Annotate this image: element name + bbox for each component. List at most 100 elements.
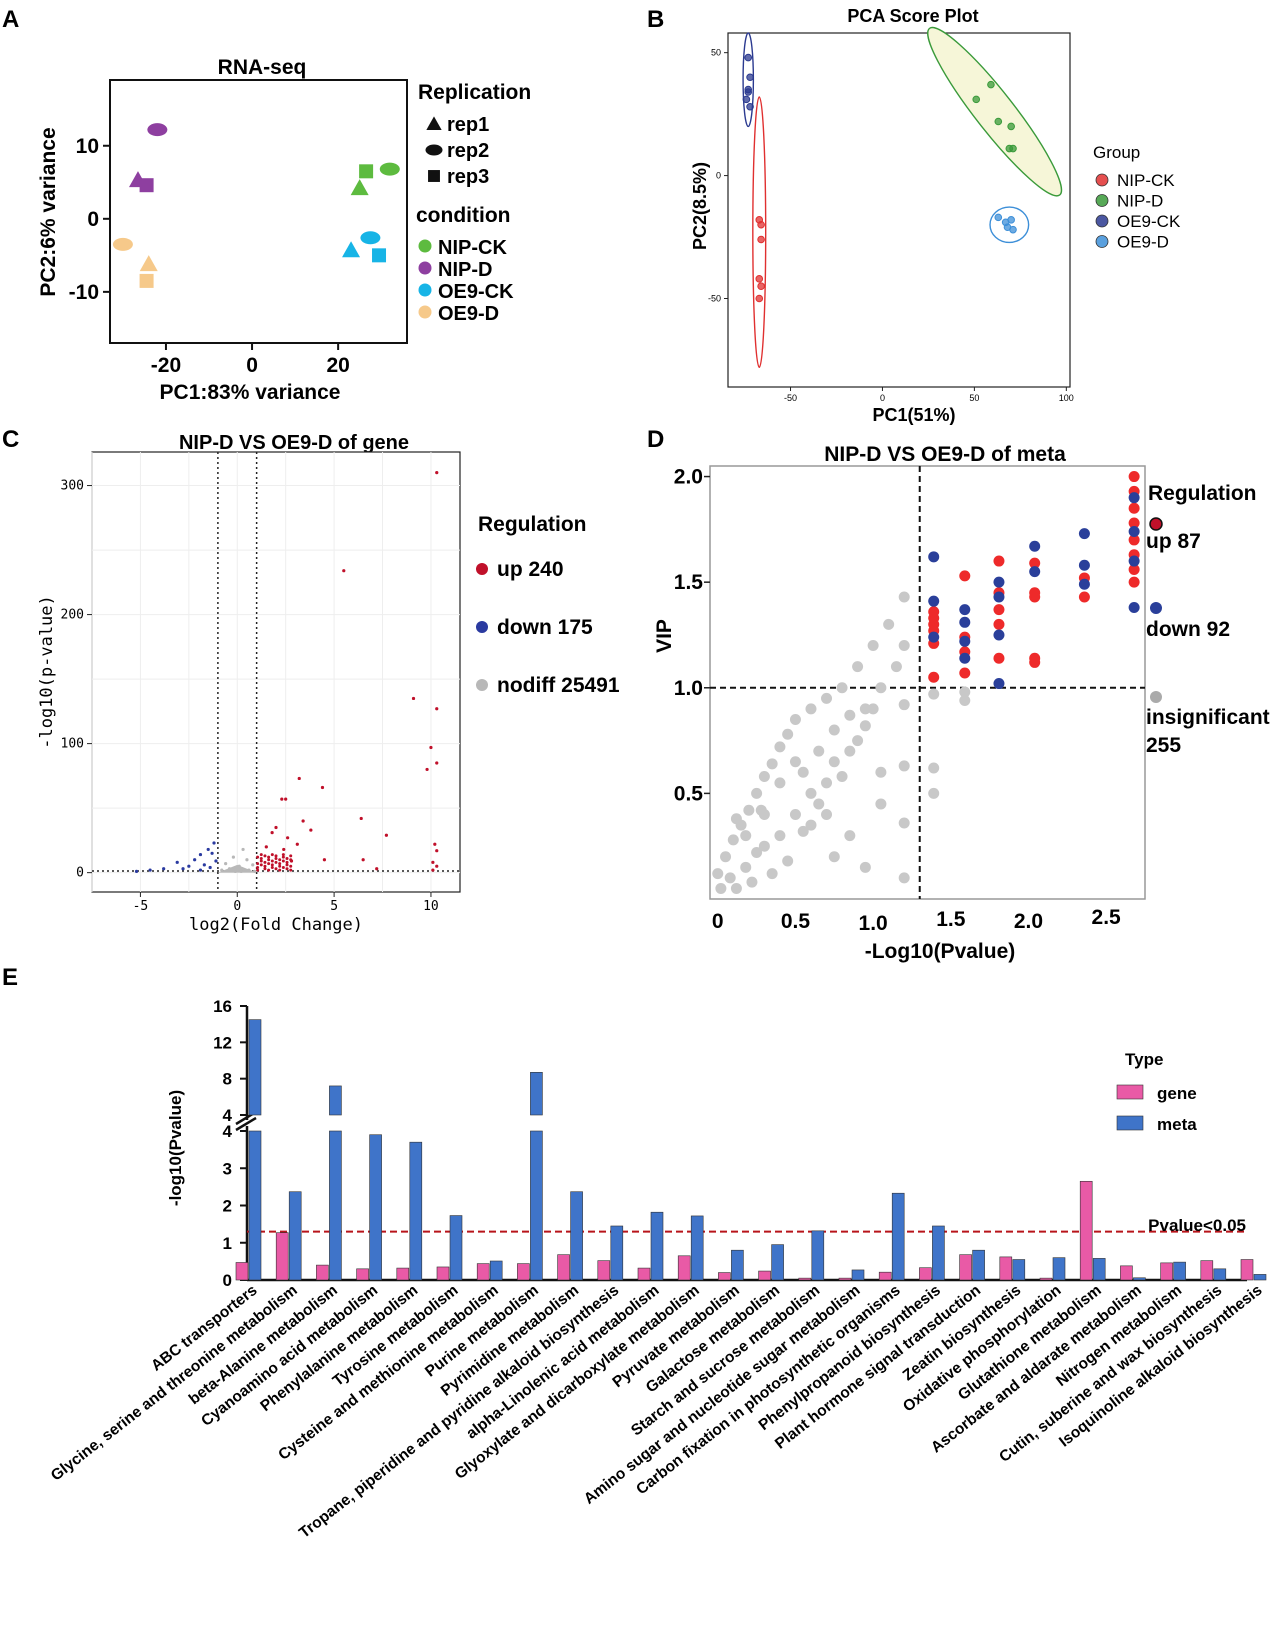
c-point-down (202, 863, 206, 867)
c-point-up (267, 855, 271, 859)
d-point-up (1128, 471, 1140, 483)
panel-d: NIP-D VS OE9-D of meta 0 0.5 1.0 1.5 2.0 2.50… (653, 443, 1270, 963)
e-bar-meta (610, 1225, 624, 1281)
d-point-insignificant (743, 804, 755, 816)
c-point-down (208, 865, 212, 870)
d-point-insignificant (821, 809, 833, 821)
b-xtick-label: -50 (784, 393, 797, 403)
c-point-down (181, 867, 185, 871)
c-point-nodiff (247, 868, 251, 872)
e-ytick-label: 16 (213, 997, 232, 1016)
c-point-nodiff (224, 862, 228, 866)
e-bar-gene (718, 1272, 731, 1281)
a-point-nip_ck-triangle (350, 179, 369, 196)
d-xtick-label: 2.0 (1014, 910, 1043, 933)
d-point-insignificant (755, 804, 767, 816)
b-point-pca_navy (746, 73, 754, 82)
e-bar-gene (396, 1267, 410, 1281)
d-point-insignificant (836, 770, 848, 782)
d-point-insignificant (789, 809, 801, 821)
c-point-down (148, 868, 152, 872)
c-point-up (256, 865, 260, 869)
a-legend-rep3-label: rep3 (447, 166, 489, 188)
panel-letter-b: B (647, 6, 664, 33)
b-plot-frame (727, 32, 1071, 388)
b-point-pca_red (757, 282, 765, 291)
d-point-insignificant (751, 847, 763, 859)
d-point-insignificant (852, 735, 864, 747)
d-plot-frame (709, 465, 1146, 900)
b-point-pca_green (987, 80, 995, 89)
c-point-down (210, 851, 214, 855)
c-point-up (435, 707, 439, 711)
c-legend: Regulation up 240 down 175 nodiff 25491 (476, 513, 620, 697)
e-legend-gene-icon (1116, 1084, 1144, 1100)
a-xtick-label: -20 (151, 354, 181, 377)
b-legend-pca_light-label: OE9-D (1117, 233, 1169, 252)
c-point-up (297, 776, 301, 781)
b-point-pca_red (757, 220, 765, 229)
d-xtick-label: 1.0 (859, 912, 888, 935)
a-legend-title-replication: Replication (418, 81, 531, 104)
e-bar-meta (1173, 1261, 1186, 1281)
e-bar-meta (851, 1269, 865, 1281)
a-point-nip_ck-square (359, 164, 374, 179)
e-ytick-label: 8 (223, 1070, 232, 1089)
d-point-insignificant (740, 861, 752, 873)
a-legend-oe9_ck-icon (418, 283, 432, 297)
d-point-insignificant (821, 777, 833, 789)
c-points (134, 471, 439, 873)
c-point-up (259, 859, 263, 863)
e-legend-meta-icon (1116, 1115, 1144, 1131)
b-ytick-label: -50 (708, 294, 721, 304)
e-bar-meta (489, 1260, 503, 1281)
d-point-insignificant (712, 868, 724, 880)
c-legend-down-icon (476, 621, 488, 633)
c-point-up (359, 816, 363, 821)
e-bar-meta (288, 1191, 302, 1281)
b-ellipse-pca_navy (742, 32, 755, 128)
d-point-down (1029, 566, 1041, 578)
e-bar-meta (1092, 1258, 1106, 1281)
d-legend-down-icon (1150, 602, 1162, 614)
b-legend-pca_green-label: NIP-D (1117, 192, 1163, 211)
e-legend: Type gene meta (1116, 1050, 1197, 1134)
d-point-insignificant (766, 868, 778, 880)
d-point-up (1128, 563, 1140, 575)
c-point-up (289, 858, 293, 862)
c-point-up (278, 862, 282, 866)
d-point-down (1128, 555, 1140, 567)
c-ylabel: -log10(p-value) (37, 595, 57, 749)
c-xlabel: log2(Fold Change) (189, 915, 363, 935)
c-point-nodiff (227, 867, 232, 871)
c-point-up (285, 860, 289, 864)
c-point-up (285, 863, 289, 867)
b-ytick-label: 0 (716, 171, 721, 181)
d-point-insignificant (859, 720, 871, 732)
c-point-up (361, 858, 365, 862)
c-point-up (435, 849, 439, 853)
d-point-up (959, 570, 971, 582)
e-bar-gene (436, 1266, 450, 1281)
c-point-up (322, 858, 327, 862)
c-point-up (429, 745, 433, 750)
d-point-insignificant (928, 688, 940, 700)
panel-letter-a: A (2, 6, 19, 33)
d-point-insignificant (730, 813, 742, 825)
panel-letter-e: E (2, 964, 18, 991)
a-point-nip_ck-ellipse (379, 162, 400, 176)
e-bar-gene (1039, 1277, 1053, 1281)
d-point-down (993, 629, 1005, 641)
e-bar-meta (690, 1215, 704, 1281)
d-points (712, 471, 1140, 894)
b-legend-pca_navy-label: OE9-CK (1117, 212, 1181, 231)
c-ytick-label: 100 (61, 737, 84, 752)
d-point-insignificant (875, 798, 887, 810)
d-point-insignificant (959, 694, 971, 706)
d-point-insignificant (867, 703, 879, 715)
d-xtick-label: 0 (712, 910, 724, 933)
b-legend-pca_green-icon (1095, 194, 1109, 207)
e-bar-gene (838, 1277, 852, 1281)
c-point-up (281, 855, 285, 859)
